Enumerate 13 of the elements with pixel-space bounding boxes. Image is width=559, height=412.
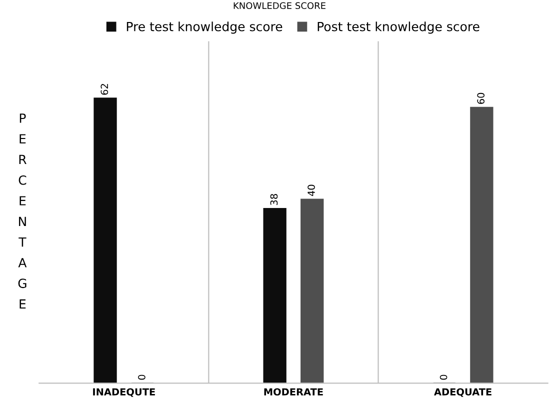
x-tick-label: INADEQUTE bbox=[93, 388, 155, 397]
x-tick-label: ADEQUATE bbox=[434, 388, 492, 397]
data-label: 0 bbox=[440, 374, 448, 380]
x-tick-label: MODERATE bbox=[264, 388, 323, 396]
data-label: 40 bbox=[308, 184, 315, 196]
data-label: 0 bbox=[138, 374, 146, 380]
legend-label: Post test knowledge score bbox=[318, 22, 480, 34]
data-label: 38 bbox=[270, 194, 278, 205]
legend-label: Pre test knowledge score bbox=[126, 22, 282, 34]
text: PERCENTAGE bbox=[18, 114, 27, 309]
data-label: 62 bbox=[100, 84, 108, 95]
chart-title: KNOWLEDGE SCORE bbox=[234, 2, 326, 10]
data-label: 60 bbox=[477, 92, 485, 104]
